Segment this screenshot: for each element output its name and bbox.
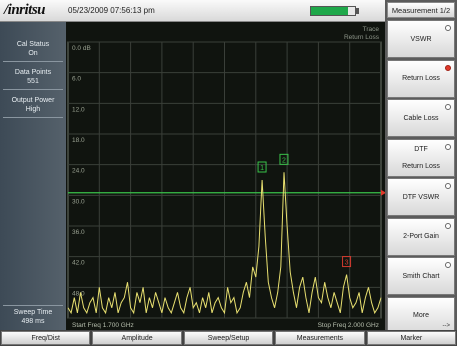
softkey-return-loss[interactable]: Return Loss: [387, 59, 455, 98]
marker-2-box: [279, 153, 289, 165]
softkey-label: Return Loss: [402, 75, 440, 82]
softkey-label: 2-Port Gain: [403, 233, 439, 240]
tab-sweep-setup[interactable]: Sweep/Setup: [183, 331, 274, 345]
data-points-label: Data Points: [14, 69, 52, 76]
radio-indicator-icon: [445, 143, 451, 150]
tab-amplitude[interactable]: Amplitude: [92, 331, 182, 345]
battery-tip: [356, 8, 359, 14]
softkey-sublabel: Return Loss: [402, 162, 440, 170]
measurement-menu: Measurement 1/2 VSWR Return Loss Cable Los…: [385, 0, 457, 335]
y-tick-label: 0.0 dB: [72, 45, 91, 52]
data-points: Data Points 551: [3, 68, 63, 90]
plot-svg: 0.0 dB 6.0 12.0 18.0 24.0 30.0 36.0 42.0 48.0 Tra…: [67, 26, 385, 329]
tab-measurements[interactable]: Measurements: [275, 331, 365, 345]
marker-1-box: [257, 161, 267, 173]
more-arrow-icon: -->: [442, 322, 451, 329]
radio-indicator-icon: [445, 262, 451, 268]
title-bar: /inritsu 05/23/2009 07:56:13 pm: [0, 0, 385, 22]
radio-indicator-icon: [445, 183, 451, 189]
y-tick-label: 36.0: [72, 229, 85, 236]
y-tick-label: 6.0: [72, 76, 81, 83]
output-power-value: High: [25, 106, 41, 113]
softkey-cable-loss[interactable]: Cable Loss: [387, 99, 455, 137]
softkey-more[interactable]: More -->: [387, 296, 455, 335]
y-tick-label: 48.0: [72, 290, 85, 297]
datetime-display: 05/23/2009 07:56:13 pm: [68, 6, 155, 15]
data-points-value: 551: [27, 78, 39, 85]
trace-label: Trace: [363, 26, 380, 33]
softkey-label: DTF: [414, 145, 428, 153]
sweep-time-label: Sweep Time: [13, 309, 53, 316]
menu-title: Measurement 1/2: [387, 2, 455, 18]
marker-3-label: 3: [345, 260, 349, 267]
y-tick-label: 24.0: [72, 168, 85, 175]
radio-indicator-icon: [445, 64, 451, 71]
battery-level-fill: [311, 7, 349, 15]
limit-line-arrow-icon: [381, 189, 385, 196]
battery-icon: [310, 6, 356, 16]
stop-freq-label: Stop Freq 2.000 GHz: [318, 322, 379, 329]
cal-status: Cal Status On: [3, 40, 63, 62]
radio-indicator-icon: [445, 104, 451, 110]
marker-3-box: [342, 256, 352, 268]
cal-status-value: On: [28, 50, 38, 57]
start-freq-label: Start Freq 1.700 GHz: [72, 322, 134, 329]
sweep-time: Sweep Time 498 ms: [3, 305, 63, 329]
softkey-label: Smith Chart: [402, 272, 440, 280]
marker-2-label: 2: [282, 157, 286, 164]
y-tick-label: 42.0: [72, 260, 85, 267]
softkey-label: DTF VSWR: [402, 193, 440, 201]
y-tick-label: 12.0: [72, 106, 85, 113]
softkey-vswr[interactable]: VSWR: [387, 20, 455, 58]
softkey-smith-chart[interactable]: Smith Chart: [387, 257, 455, 295]
output-power-label: Output Power: [11, 97, 55, 104]
softkey-dtf-vswr[interactable]: DTF VSWR: [387, 178, 455, 216]
radio-indicator-icon: [445, 222, 451, 229]
status-panel: Cal Status On Data Points 551 Output Pow…: [0, 22, 66, 330]
tab-marker[interactable]: Marker: [366, 331, 457, 345]
anritsu-logo: /inritsu: [4, 2, 46, 18]
y-tick-label: 18.0: [72, 137, 85, 144]
softkey-2-port-gain[interactable]: 2-Port Gain: [387, 217, 455, 256]
sweep-time-value: 498 ms: [21, 318, 45, 325]
return-loss-plot[interactable]: 0.0 dB 6.0 12.0 18.0 24.0 30.0 36.0 42.0 48.0 Tra…: [66, 22, 385, 330]
tab-freq-dist[interactable]: Freq/Dist: [1, 331, 91, 345]
radio-indicator-icon: [445, 25, 451, 31]
cal-status-label: Cal Status: [16, 41, 50, 48]
softkey-label: Cable Loss: [403, 114, 439, 122]
marker-1-label: 1: [260, 165, 264, 172]
softkey-label: VSWR: [410, 35, 432, 43]
return-loss-trace: [67, 172, 382, 315]
softkey-dtf-return-loss[interactable]: DTF Return Loss: [387, 138, 455, 177]
softkey-label: More: [413, 312, 429, 319]
output-power: Output Power High: [3, 96, 63, 118]
y-tick-label: 30.0: [72, 198, 85, 205]
bottom-tab-bar: Freq/Dist Amplitude Sweep/Setup Measurement…: [0, 330, 457, 346]
trace-type-label: Return Loss: [344, 34, 380, 41]
